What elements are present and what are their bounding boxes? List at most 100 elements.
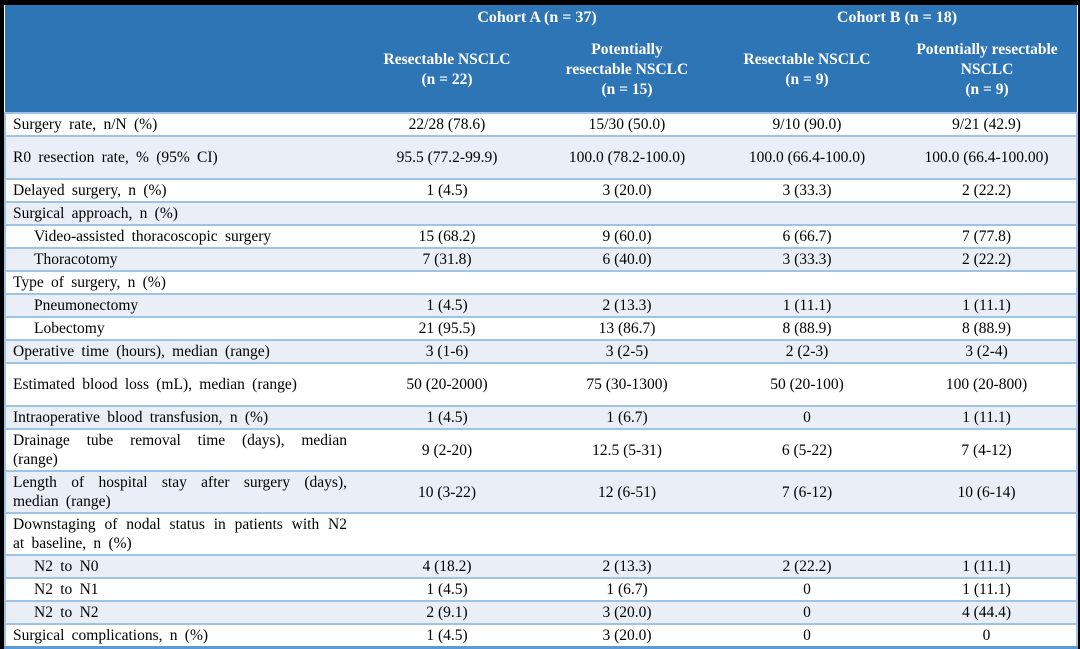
cell-value [717, 270, 897, 294]
cell-value [897, 201, 1079, 225]
cell-value: 2 (13.3) [537, 293, 717, 317]
cell-value: 9 (60.0) [537, 224, 717, 248]
row-label: Delayed surgery, n (%) [4, 178, 357, 202]
cell-value: 6 (66.7) [717, 224, 897, 248]
table-row: Lobectomy 21 (95.5) 13 (86.7) 8 (88.9) 8 (88… [4, 316, 1079, 340]
row-label: Intraoperative blood transfusion, n (%) [4, 405, 357, 429]
table-row: Surgical approach, n (%) [4, 201, 1079, 225]
table-row: Intraoperative blood transfusion, n (%) 1… [4, 405, 1079, 429]
cell-value [897, 270, 1079, 294]
cell-value: 2 (2-3) [717, 339, 897, 363]
cell-value: 2 (9.1) [357, 600, 537, 624]
row-label: Surgical approach, n (%) [4, 201, 357, 225]
cell-value [357, 270, 537, 294]
cell-value [537, 201, 717, 225]
cell-value: 6 (5-22) [717, 428, 897, 471]
cohort-a-header: Cohort A (n = 37) [357, 5, 717, 33]
table-row: N2 to N2 2 (9.1) 3 (20.0) 0 4 (44.4) [4, 600, 1079, 624]
row-label: N2 to N1 [4, 577, 357, 601]
cell-value [717, 201, 897, 225]
cell-value: 1 (4.5) [357, 178, 537, 202]
cell-value: 100.0 (78.2-100.0) [537, 135, 717, 179]
cell-value: 2 (22.2) [897, 247, 1079, 271]
cell-value: 1 (4.5) [357, 293, 537, 317]
cohort-header-row: Cohort A (n = 37) Cohort B (n = 18) [5, 5, 1078, 33]
cell-value: 12.5 (5-31) [537, 428, 717, 471]
table-row: R0 resection rate, % (95% CI) 95.5 (77.2-… [4, 135, 1079, 179]
cell-value: 1 (11.1) [897, 577, 1079, 601]
column-header-resectable-b: Resectable NSCLC (n = 9) [717, 33, 897, 113]
cell-value: 2 (13.3) [537, 554, 717, 578]
row-label: Type of surgery, n (%) [4, 270, 357, 294]
row-label: Drainage tube removal time (days), media… [4, 428, 357, 471]
cell-value: 2 (22.2) [717, 554, 897, 578]
row-label: Pneumonectomy [4, 293, 357, 317]
cell-value: 10 (6-14) [897, 470, 1079, 513]
table-row: Pneumonectomy 1 (4.5) 2 (13.3) 1 (11.1) 1 (1… [4, 293, 1079, 317]
cell-value: 100.0 (66.4-100.00) [897, 135, 1079, 179]
header-corner-cell [5, 33, 357, 113]
cell-value: 9/10 (90.0) [717, 112, 897, 136]
row-label: N2 to N0 [4, 554, 357, 578]
cell-value: 0 [717, 623, 897, 649]
cell-value: 9 (2-20) [357, 428, 537, 471]
cell-value: 15 (68.2) [357, 224, 537, 248]
cell-value [357, 512, 537, 555]
cell-value: 1 (4.5) [357, 623, 537, 649]
cell-value: 8 (88.9) [717, 316, 897, 340]
cell-value: 21 (95.5) [357, 316, 537, 340]
cohort-b-header: Cohort B (n = 18) [717, 5, 1078, 33]
row-label: Video-assisted thoracoscopic surgery [4, 224, 357, 248]
cell-value: 1 (11.1) [897, 405, 1079, 429]
subgroup-header-row: Resectable NSCLC (n = 22) Potentially re… [5, 33, 1078, 113]
cell-value: 3 (33.3) [717, 247, 897, 271]
row-label: R0 resection rate, % (95% CI) [4, 135, 357, 179]
cell-value: 7 (6-12) [717, 470, 897, 513]
table-row: N2 to N0 4 (18.2) 2 (13.3) 2 (22.2) 1 (11.1) [4, 554, 1079, 578]
surgery-outcomes-table: Cohort A (n = 37) Cohort B (n = 18) Rese… [4, 5, 1079, 649]
cell-value: 1 (6.7) [537, 577, 717, 601]
table-header: Cohort A (n = 37) Cohort B (n = 18) Rese… [5, 5, 1078, 113]
cell-value [717, 512, 897, 555]
cell-value [897, 512, 1079, 555]
row-label: Lobectomy [4, 316, 357, 340]
cell-value [357, 201, 537, 225]
cell-value: 22/28 (78.6) [357, 112, 537, 136]
table-row: Downstaging of nodal status in patients … [4, 512, 1079, 555]
cell-value: 3 (20.0) [537, 600, 717, 624]
header-corner-cell [5, 5, 357, 33]
cell-value: 3 (20.0) [537, 178, 717, 202]
cell-value: 100.0 (66.4-100.0) [717, 135, 897, 179]
table-row: N2 to N1 1 (4.5) 1 (6.7) 0 1 (11.1) [4, 577, 1079, 601]
cell-value: 4 (44.4) [897, 600, 1079, 624]
cell-value: 3 (33.3) [717, 178, 897, 202]
cell-value [537, 512, 717, 555]
row-label: Operative time (hours), median (range) [4, 339, 357, 363]
cell-value: 1 (11.1) [717, 293, 897, 317]
row-label: Thoracotomy [4, 247, 357, 271]
cell-value: 95.5 (77.2-99.9) [357, 135, 537, 179]
cell-value: 0 [717, 405, 897, 429]
table-row: Drainage tube removal time (days), media… [4, 428, 1079, 471]
cell-value: 7 (4-12) [897, 428, 1079, 471]
table-row: Thoracotomy 7 (31.8) 6 (40.0) 3 (33.3) 2 (22… [4, 247, 1079, 271]
column-header-potentially-resectable-b: Potentially resectable NSCLC (n = 9) [897, 33, 1078, 113]
cell-value: 3 (2-4) [897, 339, 1079, 363]
row-label: N2 to N2 [4, 600, 357, 624]
cell-value: 50 (20-2000) [357, 362, 537, 406]
cell-value: 0 [717, 600, 897, 624]
cell-value: 0 [897, 623, 1079, 649]
table-row: Surgical complications, n (%) 1 (4.5) 3 (2… [4, 623, 1079, 649]
cell-value: 7 (31.8) [357, 247, 537, 271]
row-label: Surgical complications, n (%) [4, 623, 357, 649]
cell-value: 2 (22.2) [897, 178, 1079, 202]
cell-value: 6 (40.0) [537, 247, 717, 271]
row-label: Length of hospital stay after surgery (d… [4, 470, 357, 513]
table-row: Operative time (hours), median (range) 3 … [4, 339, 1079, 363]
cell-value: 3 (2-5) [537, 339, 717, 363]
cell-value: 12 (6-51) [537, 470, 717, 513]
cell-value: 1 (4.5) [357, 577, 537, 601]
cell-value: 3 (20.0) [537, 623, 717, 649]
cell-value: 13 (86.7) [537, 316, 717, 340]
